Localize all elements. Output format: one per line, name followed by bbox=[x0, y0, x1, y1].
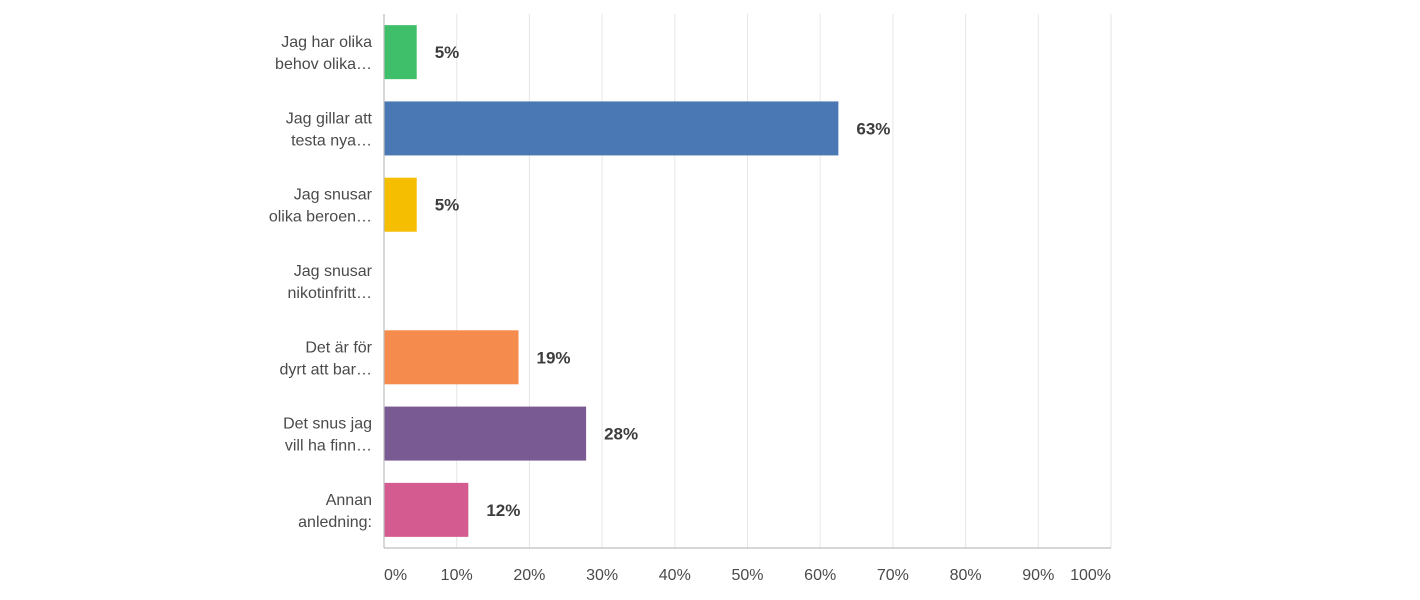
x-tick-label-40: 40% bbox=[659, 567, 691, 584]
category-label-2-line-2: testa nya… bbox=[291, 132, 372, 149]
bar-6[interactable] bbox=[384, 406, 587, 461]
x-tick-label-100: 100% bbox=[1070, 567, 1111, 584]
x-tick-label-0: 0% bbox=[384, 567, 407, 584]
category-label-3-line-2: olika beroen… bbox=[269, 209, 372, 226]
category-label-3-line-1: Jag snusar bbox=[294, 187, 373, 204]
axes bbox=[383, 14, 1111, 549]
category-label-4-line-2: nikotinfritt… bbox=[288, 285, 372, 302]
x-tick-label-10: 10% bbox=[441, 567, 473, 584]
labels: Jag har olika behov olika… 5% Jag gillar at… bbox=[269, 34, 1111, 584]
value-label-7: 12% bbox=[486, 501, 520, 520]
bars bbox=[384, 25, 839, 537]
category-label-1-line-1: Jag har olika bbox=[281, 34, 372, 51]
category-label-6-line-1: Det snus jag bbox=[283, 416, 372, 433]
bar-1[interactable] bbox=[384, 25, 417, 80]
bar-3[interactable] bbox=[384, 177, 417, 232]
category-label-5-line-2: dyrt att bar… bbox=[280, 361, 372, 378]
x-tick-label-50: 50% bbox=[731, 567, 763, 584]
category-label-5-line-1: Det är för bbox=[305, 339, 372, 356]
x-tick-label-70: 70% bbox=[877, 567, 909, 584]
bar-2[interactable] bbox=[384, 101, 839, 156]
category-label-4-line-1: Jag snusar bbox=[294, 263, 373, 280]
category-label-7-line-1: Annan bbox=[326, 492, 372, 509]
value-label-6: 28% bbox=[604, 425, 638, 444]
category-label-6-line-2: vill ha finn… bbox=[285, 438, 372, 455]
x-tick-label-30: 30% bbox=[586, 567, 618, 584]
value-label-3: 5% bbox=[435, 196, 460, 215]
x-tick-label-20: 20% bbox=[513, 567, 545, 584]
x-tick-label-60: 60% bbox=[804, 567, 836, 584]
value-label-5: 19% bbox=[536, 348, 570, 367]
value-label-2: 63% bbox=[856, 119, 890, 138]
category-label-7-line-2: anledning: bbox=[298, 514, 372, 531]
bar-5[interactable] bbox=[384, 330, 519, 385]
gridlines bbox=[456, 14, 1112, 548]
value-label-1: 5% bbox=[435, 43, 460, 62]
bar-7[interactable] bbox=[384, 482, 469, 537]
category-label-2-line-1: Jag gillar att bbox=[286, 110, 373, 127]
x-tick-label-90: 90% bbox=[1022, 567, 1054, 584]
x-tick-label-80: 80% bbox=[950, 567, 982, 584]
category-label-1-line-2: behov olika… bbox=[275, 56, 372, 73]
